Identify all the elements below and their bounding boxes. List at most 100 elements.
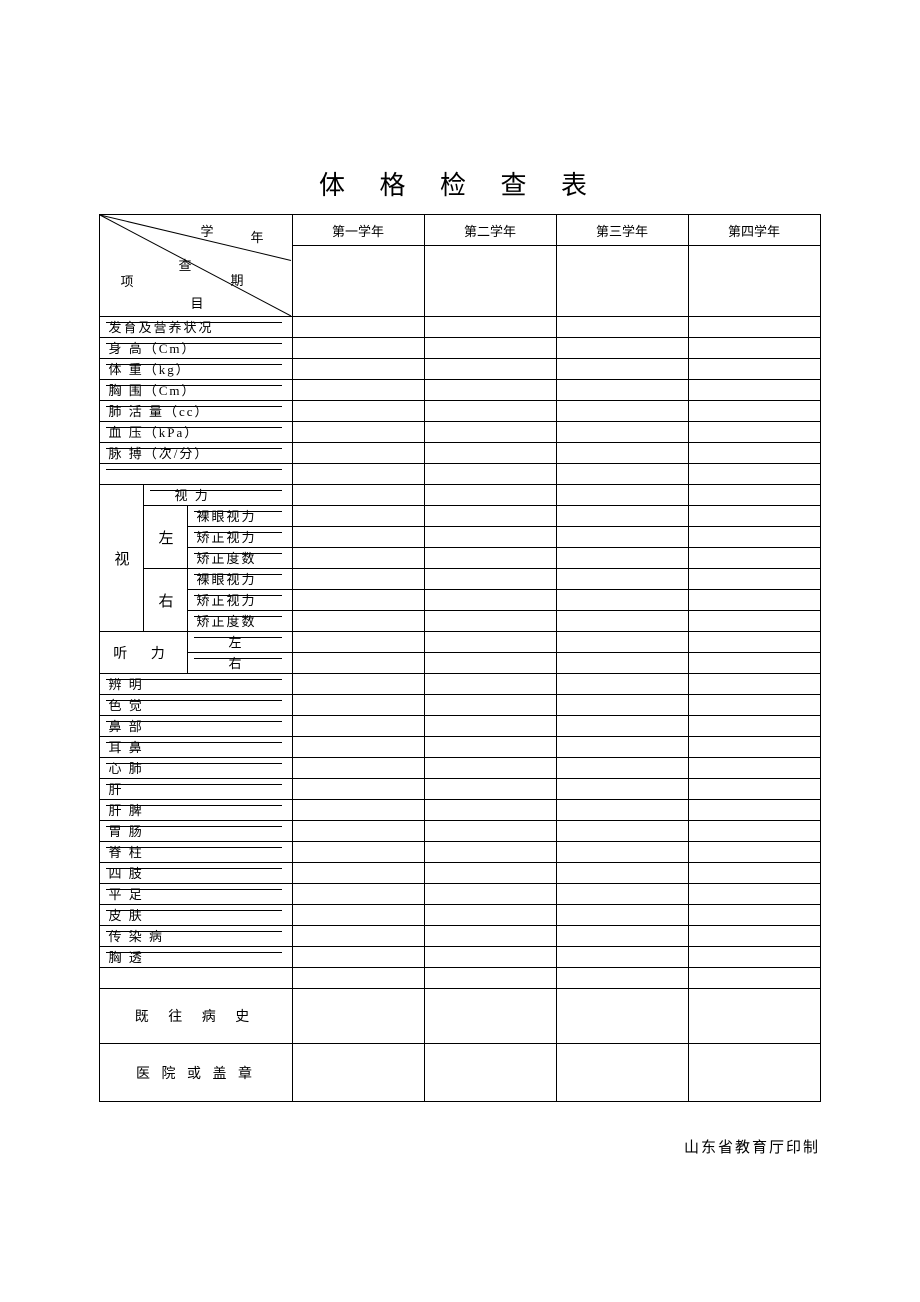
table-row: 身 高（Cm） — [100, 338, 820, 359]
col-year-1: 第一学年 — [292, 215, 424, 246]
cell — [556, 674, 688, 695]
cell — [424, 317, 556, 338]
vision-left-label: 左 — [144, 506, 188, 569]
vision-row: 视 视 力 — [100, 485, 820, 506]
cell — [292, 443, 424, 464]
cell — [688, 485, 820, 506]
cell — [688, 401, 820, 422]
header-row-1: 学 年 查 期 项 目 第一学年 第二学年 第三学年 第四学年 — [100, 215, 820, 246]
cell — [688, 338, 820, 359]
cell — [688, 905, 820, 926]
cell — [688, 527, 820, 548]
cell — [292, 758, 424, 779]
hearing-row: 右 — [100, 653, 820, 674]
row-label: 右 — [188, 653, 292, 674]
cell — [556, 527, 688, 548]
table-row — [100, 968, 820, 989]
hearing-label: 听 力 — [100, 632, 188, 674]
cell — [688, 569, 820, 590]
cell — [292, 548, 424, 569]
cell — [556, 1044, 688, 1102]
seal-row: 医 院 或 盖 章 — [100, 1044, 820, 1102]
cell — [424, 443, 556, 464]
cell — [292, 632, 424, 653]
row-label: 脊 柱 — [100, 842, 292, 863]
cell — [688, 989, 820, 1044]
cell — [556, 359, 688, 380]
cell — [292, 611, 424, 632]
row-label: 左 — [188, 632, 292, 653]
table-row: 平 足 — [100, 884, 820, 905]
cell — [292, 485, 424, 506]
cell — [292, 422, 424, 443]
table-row: 传 染 病 — [100, 926, 820, 947]
cell — [424, 884, 556, 905]
cell — [292, 653, 424, 674]
vision-row: 左 裸眼视力 — [100, 506, 820, 527]
cell — [688, 716, 820, 737]
cell — [424, 989, 556, 1044]
row-label: 矫正度数 — [188, 548, 292, 569]
cell — [292, 674, 424, 695]
vision-right-label: 右 — [144, 569, 188, 632]
cell — [292, 246, 424, 317]
table-row: 肺 活 量（cc） — [100, 401, 820, 422]
cell — [292, 464, 424, 485]
cell — [688, 884, 820, 905]
cell — [688, 968, 820, 989]
diag-top1: 学 — [200, 221, 219, 240]
cell — [556, 800, 688, 821]
cell — [292, 569, 424, 590]
row-label: 辨 明 — [100, 674, 292, 695]
cell — [292, 359, 424, 380]
cell — [556, 884, 688, 905]
table-row: 四 肢 — [100, 863, 820, 884]
cell — [688, 317, 820, 338]
cell — [292, 821, 424, 842]
cell — [424, 1044, 556, 1102]
cell — [556, 569, 688, 590]
cell — [292, 884, 424, 905]
cell — [424, 758, 556, 779]
row-label: 血 压（kPa） — [100, 422, 292, 443]
cell — [292, 905, 424, 926]
cell — [688, 590, 820, 611]
cell — [292, 989, 424, 1044]
cell — [424, 905, 556, 926]
row-label: 体 重（kg） — [100, 359, 292, 380]
footer-text: 山东省教育厅印制 — [100, 1136, 820, 1157]
row-label: 矫正视力 — [188, 590, 292, 611]
table-row: 鼻 部 — [100, 716, 820, 737]
cell — [424, 968, 556, 989]
cell — [424, 464, 556, 485]
row-label: 皮 肤 — [100, 905, 292, 926]
cell — [292, 401, 424, 422]
diag-mid1: 查 — [178, 255, 197, 274]
page-title: 体 格 检 查 表 — [0, 165, 920, 202]
diag-bot2: 目 — [190, 293, 209, 312]
cell — [424, 737, 556, 758]
cell — [688, 1044, 820, 1102]
cell — [424, 926, 556, 947]
cell — [292, 695, 424, 716]
cell — [688, 443, 820, 464]
cell — [556, 926, 688, 947]
cell — [688, 863, 820, 884]
cell — [556, 464, 688, 485]
seal-label: 医 院 或 盖 章 — [100, 1044, 292, 1102]
history-label: 既 往 病 史 — [100, 989, 292, 1044]
row-label: 胃 肠 — [100, 821, 292, 842]
row-label — [100, 464, 292, 485]
row-label: 胸 透 — [100, 947, 292, 968]
row-label: 发育及营养状况 — [100, 317, 292, 338]
cell — [424, 338, 556, 359]
cell — [292, 947, 424, 968]
cell — [556, 821, 688, 842]
cell — [292, 779, 424, 800]
col-year-2: 第二学年 — [424, 215, 556, 246]
cell — [688, 611, 820, 632]
cell — [424, 246, 556, 317]
table-row: 血 压（kPa） — [100, 422, 820, 443]
cell — [688, 548, 820, 569]
cell — [424, 653, 556, 674]
